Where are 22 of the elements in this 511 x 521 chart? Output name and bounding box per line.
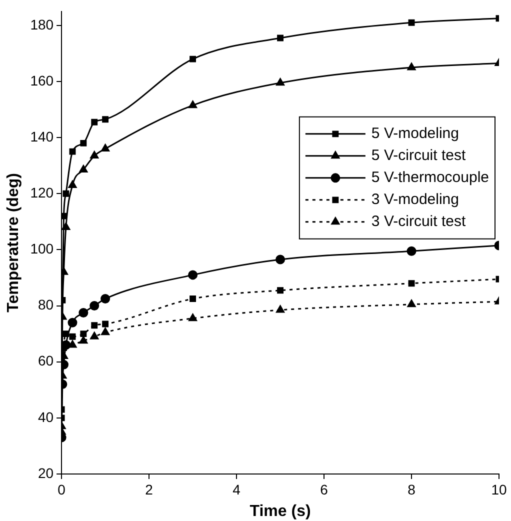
y-tick-label: 20 (38, 464, 54, 481)
x-tick-label: 6 (320, 481, 328, 498)
y-axis-title: Temperature (deg) (5, 173, 22, 312)
y-tick-label: 140 (30, 128, 54, 144)
legend-label: 3 V-circuit test (371, 213, 466, 230)
legend-label: 5 V-modeling (371, 125, 459, 142)
x-axis-title: Time (s) (250, 502, 311, 520)
y-tick-label: 100 (30, 240, 54, 257)
legend-label: 5 V-circuit test (371, 147, 466, 164)
y-tick-label: 160 (30, 72, 54, 88)
x-tick-label: 4 (232, 481, 241, 498)
y-tick-label: 40 (38, 408, 54, 425)
x-tick-label: 0 (58, 481, 66, 498)
y-tick-label: 180 (30, 16, 54, 32)
legend-label: 5 V-thermocouple (371, 169, 490, 186)
x-tick-label: 2 (145, 481, 154, 498)
y-tick-label: 120 (30, 184, 54, 200)
y-tick-label: 80 (38, 296, 54, 313)
legend-label: 3 V-modeling (371, 191, 459, 208)
x-tick-label: 8 (408, 481, 416, 498)
x-tick-label: 10 (491, 481, 507, 498)
y-tick-label: 60 (38, 352, 54, 369)
